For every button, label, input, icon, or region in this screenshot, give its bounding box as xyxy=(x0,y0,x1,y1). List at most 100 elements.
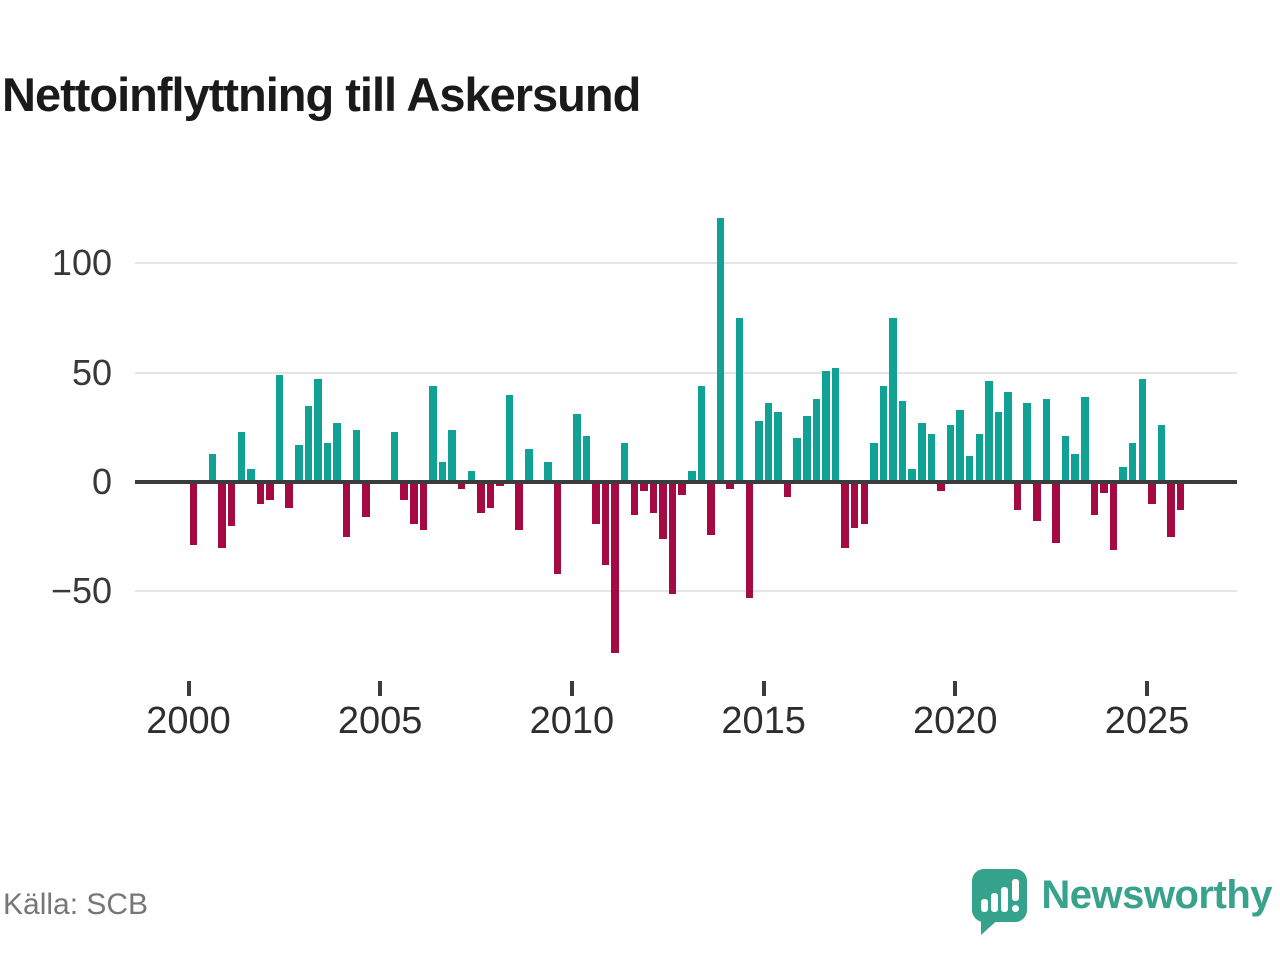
bar xyxy=(1061,436,1070,482)
bar xyxy=(237,431,245,482)
bar xyxy=(247,468,255,482)
bar xyxy=(189,482,198,546)
bar xyxy=(956,409,964,482)
x-tick xyxy=(953,681,958,696)
x-axis-label: 2015 xyxy=(721,700,806,742)
bar xyxy=(630,482,638,515)
bar xyxy=(889,318,897,482)
bar xyxy=(803,416,811,482)
x-axis-label: 2020 xyxy=(913,700,998,742)
y-axis-label: 0 xyxy=(91,461,112,502)
bar xyxy=(1090,482,1098,515)
bar xyxy=(659,482,667,539)
x-axis-label: 2025 xyxy=(1104,700,1190,742)
bar xyxy=(841,482,849,548)
bar xyxy=(1128,442,1137,482)
bar xyxy=(898,401,907,482)
bar xyxy=(592,482,600,524)
bar xyxy=(793,438,801,482)
bar xyxy=(429,385,437,482)
bar xyxy=(486,482,495,509)
y-gridline xyxy=(135,262,1237,265)
bar xyxy=(1109,482,1118,550)
newsworthy-wordmark: Newsworthy xyxy=(1041,872,1272,917)
bar xyxy=(611,482,619,653)
bar xyxy=(918,423,926,482)
bar xyxy=(438,462,447,482)
logo-exclamation-dot xyxy=(1012,904,1020,912)
bar xyxy=(697,385,706,482)
bar xyxy=(764,403,773,482)
bar xyxy=(640,482,648,491)
zero-axis-line xyxy=(135,480,1237,484)
bar xyxy=(333,423,341,482)
bar xyxy=(457,482,466,489)
bar xyxy=(1100,482,1108,493)
logo-exclamation-bar xyxy=(1012,878,1020,901)
bar xyxy=(525,449,533,482)
x-axis-label: 2010 xyxy=(529,700,615,742)
bar xyxy=(314,379,322,482)
source-attribution: Källa: SCB xyxy=(3,888,149,921)
y-axis-label: −50 xyxy=(50,570,112,612)
logo-bar-medium xyxy=(991,892,999,912)
bar xyxy=(1071,453,1079,482)
bar xyxy=(783,482,792,498)
bar xyxy=(295,444,303,482)
bar xyxy=(275,374,284,482)
bar xyxy=(965,455,974,482)
bar xyxy=(735,318,744,482)
bar xyxy=(362,482,370,517)
bar xyxy=(582,436,590,482)
x-axis-label: 2005 xyxy=(337,700,423,742)
x-tick xyxy=(761,681,766,696)
bar xyxy=(266,482,274,500)
bar xyxy=(774,412,782,482)
y-gridline xyxy=(135,590,1237,593)
bar xyxy=(208,453,217,482)
bar xyxy=(1042,398,1051,482)
bar xyxy=(1004,392,1012,482)
bar xyxy=(515,482,523,531)
bar xyxy=(467,471,475,482)
bar xyxy=(1157,425,1166,482)
x-tick xyxy=(569,681,574,696)
bar xyxy=(1052,482,1060,544)
x-tick xyxy=(186,681,191,696)
y-axis-label: 100 xyxy=(51,242,112,284)
bar xyxy=(860,482,868,524)
bar xyxy=(1013,482,1022,511)
newsworthy-logo-icon xyxy=(972,868,1028,935)
x-tick xyxy=(1145,681,1149,696)
bar xyxy=(879,385,888,482)
bar xyxy=(390,431,399,482)
bar xyxy=(477,482,485,513)
logo-bar-large xyxy=(1001,886,1009,912)
bar xyxy=(1138,379,1146,482)
bar xyxy=(400,482,408,500)
chart-title: Nettoinflyttning till Askersund xyxy=(2,68,641,122)
bar xyxy=(870,442,878,482)
bar xyxy=(1148,482,1156,504)
bar xyxy=(448,429,456,482)
bar xyxy=(812,398,821,482)
bar xyxy=(946,425,955,482)
bar xyxy=(745,482,753,598)
bar xyxy=(994,412,1003,482)
bar xyxy=(505,394,514,482)
bar xyxy=(323,442,332,482)
bar xyxy=(716,217,725,482)
bar xyxy=(304,405,313,482)
bar xyxy=(256,482,265,504)
bar xyxy=(419,482,428,531)
bar xyxy=(573,414,581,482)
bar xyxy=(678,482,686,496)
bar xyxy=(908,468,916,482)
y-gridline xyxy=(135,371,1237,374)
bar xyxy=(218,482,226,548)
bar xyxy=(985,381,993,482)
bar xyxy=(285,482,293,509)
bar xyxy=(553,482,562,574)
bar xyxy=(410,482,418,524)
